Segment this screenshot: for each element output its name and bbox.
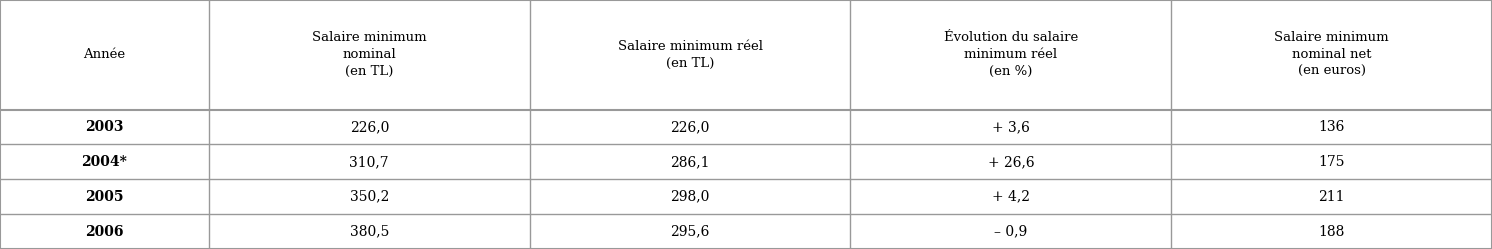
Text: 2003: 2003: [85, 120, 124, 134]
Bar: [850, 0, 1171, 110]
Text: Évolution du salaire
minimum réel
(en %): Évolution du salaire minimum réel (en %): [944, 31, 1077, 78]
Text: Salaire minimum
nominal net
(en euros): Salaire minimum nominal net (en euros): [1274, 31, 1389, 78]
Text: 2005: 2005: [85, 190, 124, 204]
Text: 188: 188: [1319, 225, 1344, 239]
Bar: [209, 110, 530, 144]
Text: 298,0: 298,0: [670, 190, 710, 204]
Bar: [530, 0, 850, 110]
Bar: [1171, 0, 1492, 110]
Text: 226,0: 226,0: [670, 120, 710, 134]
Bar: [530, 110, 850, 144]
Text: 2004*: 2004*: [82, 155, 127, 169]
Bar: [209, 214, 530, 249]
Bar: [850, 110, 1171, 144]
Text: Année: Année: [84, 48, 125, 61]
Bar: [209, 144, 530, 179]
Bar: [209, 179, 530, 214]
Text: 2006: 2006: [85, 225, 124, 239]
Bar: [530, 144, 850, 179]
Text: 295,6: 295,6: [670, 225, 710, 239]
Text: – 0,9: – 0,9: [994, 225, 1028, 239]
Text: + 26,6: + 26,6: [988, 155, 1034, 169]
Bar: [850, 144, 1171, 179]
Bar: [1171, 110, 1492, 144]
Text: + 4,2: + 4,2: [992, 190, 1029, 204]
Text: Salaire minimum réel
(en TL): Salaire minimum réel (en TL): [618, 40, 762, 70]
Bar: [0, 144, 209, 179]
Text: 310,7: 310,7: [349, 155, 389, 169]
Text: 136: 136: [1319, 120, 1344, 134]
Text: 286,1: 286,1: [670, 155, 710, 169]
Bar: [850, 179, 1171, 214]
Text: 380,5: 380,5: [349, 225, 389, 239]
Bar: [530, 179, 850, 214]
Bar: [0, 110, 209, 144]
Text: + 3,6: + 3,6: [992, 120, 1029, 134]
Text: 211: 211: [1319, 190, 1344, 204]
Bar: [1171, 179, 1492, 214]
Bar: [0, 214, 209, 249]
Text: Salaire minimum
nominal
(en TL): Salaire minimum nominal (en TL): [312, 31, 427, 78]
Text: 350,2: 350,2: [349, 190, 389, 204]
Bar: [209, 0, 530, 110]
Bar: [850, 214, 1171, 249]
Text: 175: 175: [1319, 155, 1344, 169]
Bar: [1171, 144, 1492, 179]
Bar: [0, 179, 209, 214]
Bar: [0, 0, 209, 110]
Text: 226,0: 226,0: [349, 120, 389, 134]
Bar: [530, 214, 850, 249]
Bar: [1171, 214, 1492, 249]
